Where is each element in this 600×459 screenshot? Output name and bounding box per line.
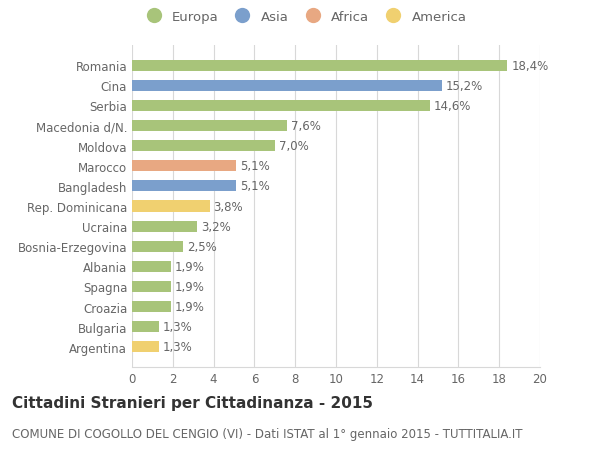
Text: 14,6%: 14,6% [434,100,471,112]
Bar [132,101,430,112]
Bar [132,121,287,132]
Text: 2,5%: 2,5% [187,240,217,253]
Bar [132,261,171,272]
Text: 3,2%: 3,2% [202,220,231,233]
Text: 18,4%: 18,4% [511,60,548,73]
Text: 3,8%: 3,8% [214,200,243,213]
Bar [132,341,158,353]
Bar [132,181,236,192]
Bar [132,281,171,292]
Text: COMUNE DI COGOLLO DEL CENGIO (VI) - Dati ISTAT al 1° gennaio 2015 - TUTTITALIA.I: COMUNE DI COGOLLO DEL CENGIO (VI) - Dati… [12,427,523,440]
Text: 1,9%: 1,9% [175,260,205,273]
Bar [132,221,197,232]
Bar [132,161,236,172]
Text: 1,3%: 1,3% [163,320,193,334]
Bar [132,81,442,92]
Text: 5,1%: 5,1% [240,160,270,173]
Text: 7,0%: 7,0% [279,140,308,153]
Text: 5,1%: 5,1% [240,180,270,193]
Bar [132,61,508,72]
Text: 1,3%: 1,3% [163,341,193,353]
Text: 1,9%: 1,9% [175,280,205,293]
Bar [132,241,183,252]
Bar [132,201,209,212]
Bar [132,321,158,332]
Text: Cittadini Stranieri per Cittadinanza - 2015: Cittadini Stranieri per Cittadinanza - 2… [12,395,373,410]
Legend: Europa, Asia, Africa, America: Europa, Asia, Africa, America [140,11,466,24]
Text: 7,6%: 7,6% [291,120,321,133]
Bar [132,302,171,313]
Text: 1,9%: 1,9% [175,301,205,313]
Bar [132,141,275,152]
Text: 15,2%: 15,2% [446,79,484,93]
